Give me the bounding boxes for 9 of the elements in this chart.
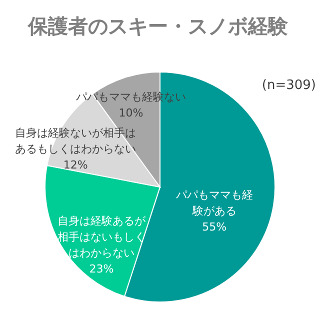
data-label: 55% [202,220,227,234]
data-label: 12% [63,158,88,172]
chart-title: 保護者のスキー・スノボ経験 [27,14,289,38]
data-label: 23% [89,262,114,276]
slice-label: パパもママも経験がある [174,188,253,218]
slice-label: 自身は経験ないが相手はあるもしくはわからない [15,126,136,156]
text: (n=309) [262,78,316,93]
data-label: 10% [118,106,144,120]
slice-label: 自身は経験あるが相手はないもしくはわからない [57,214,146,260]
